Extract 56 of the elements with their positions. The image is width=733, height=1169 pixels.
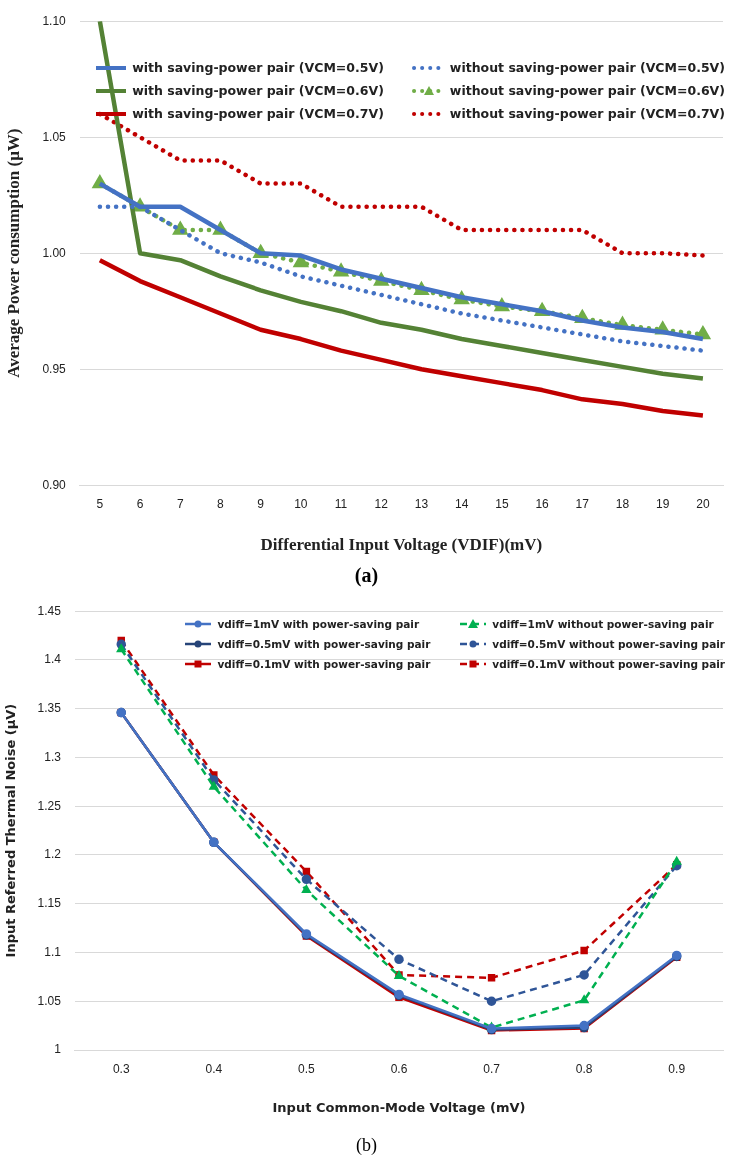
y-tick-label: 1.05 — [42, 129, 67, 144]
y-axis-title: Input Referred Thermal Noise (μV) — [3, 703, 19, 958]
x-tick-label: 7 — [176, 496, 184, 511]
x-tick-label: 0.8 — [575, 1061, 593, 1076]
y-tick-label: 1.2 — [44, 847, 62, 862]
x-tick-label: 20 — [696, 496, 710, 511]
text: (a) — [353, 563, 380, 589]
x-tick-label: 12 — [374, 496, 389, 511]
legend-label: vdiff=0.5mV without power-saving pair — [492, 638, 725, 650]
legend-label: vdiff=0.5mV with power-saving pair — [217, 638, 431, 650]
x-axis-title: Differential Input Voltage (VDIF)(mV) — [260, 535, 543, 555]
y-axis-title: Average Power consumption (μW) — [3, 128, 23, 378]
legend-label: vdiff=1mV without power-saving pair — [492, 618, 714, 630]
legend-label: with saving-power pair (VCM=0.6V) — [132, 83, 384, 98]
legend-label: with saving-power pair (VCM=0.7V) — [132, 106, 384, 121]
y-tick-label: 1.3 — [44, 749, 62, 764]
y-tick-label: 0.95 — [42, 361, 67, 376]
x-tick-label: 14 — [455, 496, 469, 511]
x-tick-label: 0.4 — [205, 1061, 223, 1076]
x-tick-label: 0.6 — [390, 1061, 408, 1076]
y-tick-label: 1.4 — [44, 652, 62, 667]
y-tick-label: 1.15 — [37, 896, 62, 911]
x-tick-label: 0.3 — [112, 1061, 130, 1076]
y-tick-label: 1.05 — [37, 993, 62, 1008]
x-tick-label: 6 — [136, 496, 144, 511]
y-tick-label: 1.1 — [44, 944, 62, 959]
x-tick-label: 0.5 — [298, 1061, 316, 1076]
x-tick-label: 18 — [615, 496, 630, 511]
legend-label: without saving-power pair (VCM=0.7V) — [449, 106, 725, 121]
y-tick-label: 0.90 — [42, 477, 67, 492]
legend-label: without saving-power pair (VCM=0.6V) — [449, 83, 725, 98]
y-tick-label: 1 — [54, 1042, 62, 1057]
x-tick-label: 13 — [414, 496, 429, 511]
x-tick-label: 5 — [96, 496, 104, 511]
x-tick-label: 10 — [294, 496, 308, 511]
x-tick-label: 17 — [575, 496, 590, 511]
x-tick-label: 0.7 — [483, 1061, 501, 1076]
y-tick-label: 1.00 — [42, 245, 67, 260]
legend-label: vdiff=1mV with power-saving pair — [217, 618, 420, 630]
x-tick-label: 19 — [656, 496, 670, 511]
x-tick-label: 11 — [334, 496, 348, 511]
x-axis-title: Input Common-Mode Voltage (mV) — [272, 1099, 526, 1115]
text: (b) — [355, 1134, 378, 1157]
y-tick-label: 1.35 — [37, 701, 62, 716]
x-tick-label: 8 — [217, 496, 225, 511]
y-tick-label: 1.10 — [42, 13, 67, 28]
legend-label: vdiff=0.1mV with power-saving pair — [217, 658, 431, 670]
y-tick-label: 1.45 — [37, 603, 62, 618]
y-tick-label: 1.25 — [37, 798, 62, 813]
x-tick-label: 15 — [495, 496, 509, 511]
x-tick-label: 16 — [535, 496, 550, 511]
legend-label: vdiff=0.1mV without power-saving pair — [492, 658, 725, 670]
legend-label: without saving-power pair (VCM=0.5V) — [449, 60, 725, 75]
x-tick-label: 0.9 — [668, 1061, 686, 1076]
legend-label: with saving-power pair (VCM=0.5V) — [132, 60, 384, 75]
x-tick-label: 9 — [257, 496, 265, 511]
